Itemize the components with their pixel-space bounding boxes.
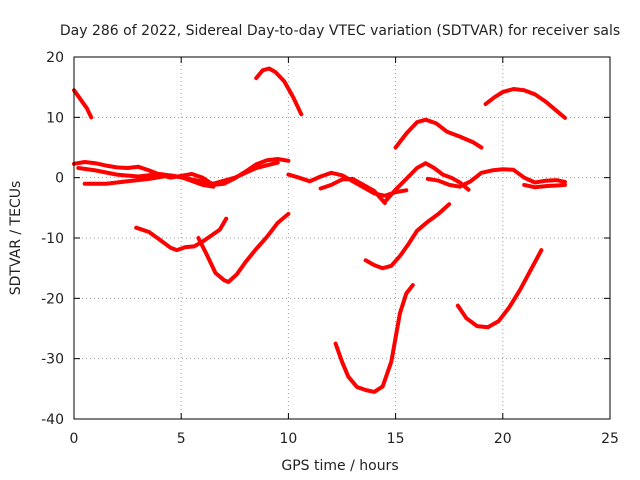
y-tick-label: -40 bbox=[41, 412, 64, 428]
series-arc-deep-low bbox=[333, 283, 415, 394]
x-tick-label: 20 bbox=[494, 431, 512, 447]
series-layer bbox=[72, 66, 567, 394]
series-arc-afternoon-zero bbox=[382, 161, 471, 204]
y-axis-label: SDTVAR / TECUs bbox=[8, 181, 24, 296]
series-arc-midday-low bbox=[196, 211, 291, 284]
x-tick-label: 15 bbox=[387, 431, 405, 447]
series-arc-afternoon-low bbox=[363, 202, 452, 271]
x-axis-label: GPS time / hours bbox=[281, 458, 398, 474]
x-tick-label: 0 bbox=[70, 431, 79, 447]
chart-title: Day 286 of 2022, Sidereal Day-to-day VTE… bbox=[60, 23, 620, 39]
series-arc-noon-high bbox=[254, 66, 304, 117]
y-tick-label: -30 bbox=[41, 352, 64, 368]
x-tick-label: 25 bbox=[601, 431, 619, 447]
y-tick-label: -20 bbox=[41, 291, 64, 307]
tick-layer: 0 5 10 15 20 25 20 10 0 -10 -20 -30 -40 bbox=[41, 50, 619, 447]
series-arc-late-high bbox=[483, 87, 567, 120]
series-arc-night-low bbox=[455, 248, 544, 330]
y-tick-label: 10 bbox=[46, 110, 64, 126]
x-tick-label: 10 bbox=[279, 431, 297, 447]
y-tick-label: -10 bbox=[41, 231, 64, 247]
series-arc-afternoon-mid bbox=[393, 117, 484, 150]
series-arc-evening-zero bbox=[425, 167, 567, 189]
x-tick-label: 5 bbox=[177, 431, 186, 447]
series-arc-early-high bbox=[72, 88, 94, 120]
y-tick-label: 0 bbox=[55, 171, 64, 187]
series-baseline-c bbox=[76, 166, 216, 189]
series-arc-morning-low bbox=[134, 216, 229, 253]
y-tick-label: 20 bbox=[46, 50, 64, 66]
series-baseline-d bbox=[286, 170, 409, 198]
series-baseline-e bbox=[318, 176, 387, 205]
series-arc-evening-flat bbox=[522, 182, 567, 190]
